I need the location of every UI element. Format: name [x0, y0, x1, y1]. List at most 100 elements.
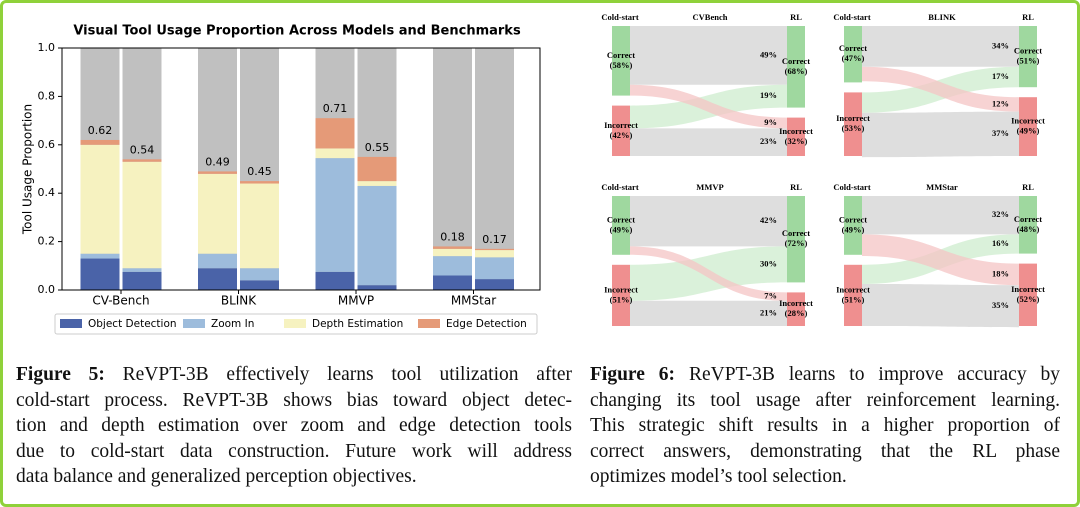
sankey-flow-label: 42%	[760, 215, 777, 225]
sankey-node	[1019, 26, 1037, 88]
chart-title: Visual Tool Usage Proportion Across Mode…	[73, 24, 521, 39]
caption-line: optimizes model’s tool selection.	[590, 466, 847, 487]
sankey-node	[787, 26, 805, 108]
bar-segment	[198, 171, 237, 174]
bar-segment	[433, 246, 472, 249]
sankey-node-pct: (58%)	[610, 60, 633, 70]
sankey-node	[787, 292, 805, 326]
legend-swatch	[60, 319, 82, 328]
sankey-flow-label: 12%	[992, 98, 1009, 108]
total-label: 0.45	[247, 165, 272, 178]
bar-segment	[357, 185, 397, 286]
sankey-node-name: Incorrect	[836, 113, 870, 123]
sankey-node-pct: (49%)	[610, 224, 633, 234]
sankey-flow-label: 35%	[992, 300, 1009, 310]
sankey-title: MMStar	[926, 182, 958, 192]
sankey-node-name: Incorrect	[604, 284, 638, 294]
sankey-flow	[862, 66, 1019, 112]
caption-line: due to cold-start data construction. Fut…	[16, 440, 572, 462]
sankey-node-name: Correct	[839, 43, 867, 53]
sankey-flow	[630, 196, 787, 247]
sankey-node	[844, 196, 862, 255]
bar-segment	[240, 181, 279, 184]
bar-segment	[315, 271, 355, 290]
sankey: Cold-start CVBench RL49%19%9%23%Correct(58…	[601, 12, 813, 156]
legend-label: Depth Estimation	[312, 318, 403, 330]
sankey-node-pct: (48%)	[1017, 224, 1040, 234]
sankey-flow-label: 9%	[764, 117, 777, 127]
sankey-node	[1019, 196, 1037, 254]
bar-segment	[80, 139, 120, 145]
y-tick-label: 0.8	[38, 89, 56, 102]
bar-segment	[357, 285, 397, 290]
sankey-flow	[862, 26, 1019, 67]
sankey-node-pct: (72%)	[785, 238, 808, 248]
sankey-node-name: Incorrect	[604, 120, 638, 130]
bar-segment	[475, 250, 514, 258]
bar-segment	[198, 173, 237, 254]
bar-segment	[315, 148, 355, 159]
sankey-node-name: Correct	[607, 214, 635, 224]
sankey-node-name: Incorrect	[836, 284, 870, 294]
sankey-flow	[630, 128, 787, 156]
legend-label: Edge Detection	[446, 318, 527, 330]
caption-line: changing its tool usage after reinforcem…	[590, 389, 1060, 411]
sankey-node-name: Correct	[782, 228, 810, 238]
caption-line: data balance and generalized perception …	[16, 466, 417, 487]
sankey-flow-label: 17%	[992, 71, 1009, 81]
sankey-flow	[862, 284, 1019, 328]
bar-segment	[122, 161, 162, 269]
sankey-left-title: Cold-start	[833, 12, 870, 22]
sankey-node-pct: (42%)	[610, 130, 633, 140]
bar-segment	[475, 248, 514, 251]
sankey-right-title: RL	[790, 182, 802, 192]
caption-line: This strategic shift results in a higher…	[590, 415, 1060, 436]
sankey-flow	[630, 84, 787, 129]
caption-label: Figure 5:	[16, 364, 105, 385]
y-tick-label: 0.2	[38, 235, 56, 248]
sankey-node-name: Correct	[782, 56, 810, 66]
sankey-flow	[862, 234, 1019, 286]
sankey-flow-label: 23%	[760, 136, 777, 146]
figure-5-caption: Figure 5: ReVPT-3B effectively learns to…	[16, 362, 572, 490]
x-tick-label: CV-Bench	[92, 294, 149, 308]
bar-segment	[357, 181, 397, 186]
sankey-node-pct: (47%)	[842, 53, 865, 63]
y-tick-label: 0.4	[38, 186, 56, 199]
bar-segment	[475, 279, 514, 290]
bar-segment	[80, 258, 120, 290]
sankey-node-name: Correct	[1014, 214, 1042, 224]
y-axis-label: Tool Usage Proportion	[21, 104, 35, 235]
total-label: 0.49	[205, 155, 230, 168]
sankey-flow	[630, 300, 787, 326]
bar-segment	[357, 156, 397, 182]
sankey-node-pct: (28%)	[785, 308, 808, 318]
legend-swatch	[183, 319, 205, 328]
sankey-flow-label: 30%	[760, 258, 777, 268]
bar-segment	[315, 118, 355, 149]
caption-line: Figure 5: ReVPT-3B effectively learns to…	[16, 362, 572, 388]
sankey-left-title: Cold-start	[601, 182, 638, 192]
sankey-flow	[862, 111, 1019, 158]
sankey-node-name: Correct	[607, 50, 635, 60]
sankey-right-title: RL	[1022, 182, 1034, 192]
legend-label: Zoom In	[211, 318, 254, 330]
sankey-flow-label: 7%	[764, 291, 777, 301]
caption-label: Figure 6:	[590, 364, 676, 385]
sankey-node	[844, 264, 862, 326]
sankey: Cold-start BLINK RL34%17%12%37%Correct(47%…	[833, 12, 1045, 158]
sankey-node	[612, 26, 630, 96]
bar-segment	[240, 268, 279, 281]
sankey-node-pct: (52%)	[1017, 294, 1040, 304]
total-label: 0.71	[323, 102, 348, 115]
caption-text: ReVPT-3B effectively learns tool utiliza…	[104, 364, 572, 385]
legend-swatch	[418, 319, 440, 328]
sankey-flow-label: 19%	[760, 90, 777, 100]
bar-segment	[315, 158, 355, 272]
sankey-title: BLINK	[928, 12, 956, 22]
y-tick-label: 0.0	[38, 283, 56, 296]
sankey-node-pct: (51%)	[842, 294, 865, 304]
sankey-node	[787, 117, 805, 156]
sankey-node-name: Incorrect	[1011, 116, 1045, 126]
bar-segment	[433, 248, 472, 257]
